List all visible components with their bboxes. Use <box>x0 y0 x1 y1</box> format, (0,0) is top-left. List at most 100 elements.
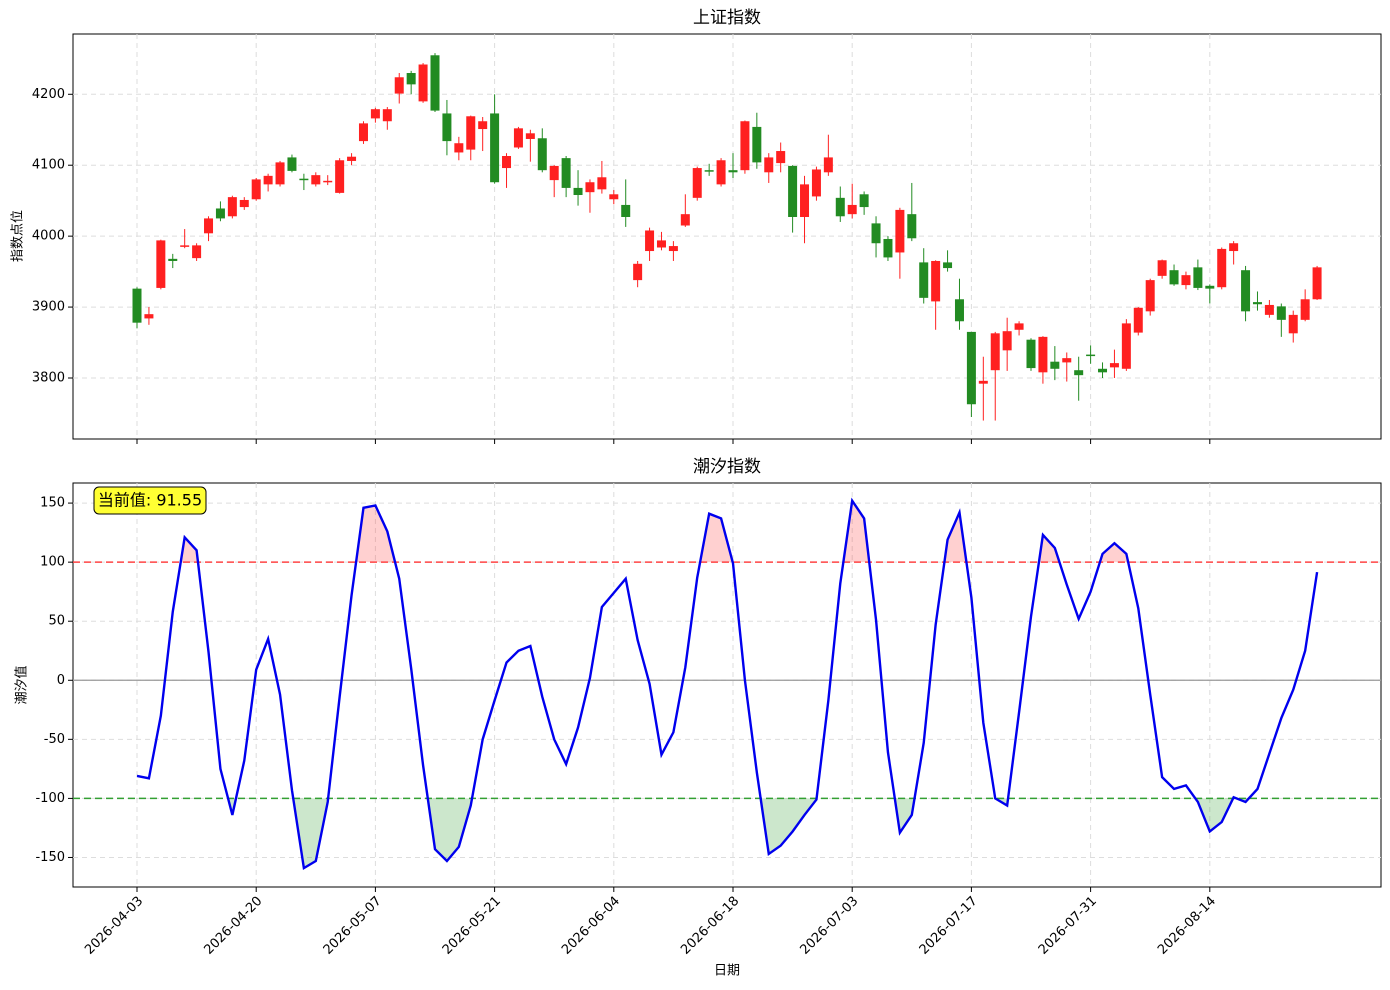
annotation: 当前值: 91.55 <box>98 491 202 510</box>
top-y-label: 指数点位 <box>11 210 26 262</box>
candle-body <box>466 116 476 150</box>
candle-body <box>895 209 905 253</box>
y-tick-label: 4000 <box>32 229 65 244</box>
candle-body <box>561 158 571 188</box>
y-tick-label: 100 <box>40 555 65 570</box>
x-tick-label: 2026-04-20 <box>201 894 265 958</box>
candle-body <box>263 175 273 185</box>
candle-body <box>239 199 249 208</box>
candle-body <box>287 157 297 171</box>
y-tick-label: 4200 <box>32 87 65 102</box>
candle-body <box>573 187 583 196</box>
candle-body <box>823 157 833 173</box>
candle-body <box>621 204 631 217</box>
candle-body <box>764 157 774 173</box>
candle-body <box>478 121 488 130</box>
x-tick-label: 2026-08-14 <box>1155 894 1219 958</box>
candle-body <box>919 262 929 298</box>
candle-body <box>323 180 333 183</box>
candle-body <box>1205 285 1215 289</box>
x-label: 日期 <box>714 964 740 979</box>
candle-body <box>537 138 547 171</box>
y-tick-label: -50 <box>44 732 65 747</box>
candle-body <box>859 194 869 208</box>
candle-body <box>1086 354 1096 357</box>
candle-body <box>156 240 166 288</box>
candle-body <box>454 143 464 153</box>
candle-body <box>800 184 810 217</box>
candle-body <box>1002 331 1012 351</box>
candle-body <box>907 214 917 239</box>
bottom-axes-frame <box>72 482 1382 888</box>
x-tick-label: 2026-04-03 <box>82 894 146 958</box>
candle-body <box>168 258 178 261</box>
candle-body <box>513 128 523 148</box>
candle-body <box>728 170 738 173</box>
bottom-y-label: 潮汐值 <box>14 665 30 704</box>
candle-body <box>1229 243 1239 252</box>
candle-body <box>788 165 798 217</box>
y-tick-label: 3800 <box>32 371 65 386</box>
threshold-fill <box>1195 798 1234 832</box>
tide-line <box>136 497 1319 871</box>
candle-body <box>704 170 714 172</box>
candle-body <box>311 175 321 185</box>
candle-body <box>835 197 845 217</box>
annotation-box <box>93 486 207 515</box>
threshold-fill <box>843 500 870 563</box>
candle-body <box>215 208 225 219</box>
candle-body <box>978 380 988 384</box>
top-title: 上证指数 <box>693 8 761 28</box>
candle-body <box>954 299 964 322</box>
candle-body <box>609 194 619 200</box>
candle-body <box>1169 270 1179 285</box>
candle-body <box>990 333 1000 371</box>
plot-area: 3800 3900 4000 4100 4200 <box>32 34 1381 444</box>
candle-body <box>418 64 428 102</box>
candle-body <box>299 178 309 181</box>
candle-body <box>490 113 500 183</box>
candle-body <box>871 223 881 244</box>
candle-body <box>1288 314 1298 334</box>
candle-body <box>1133 307 1143 333</box>
y-tick-label: 0 <box>57 673 65 688</box>
candle-body <box>1098 368 1108 373</box>
threshold-fill <box>700 513 733 563</box>
candle-body <box>943 262 953 269</box>
threshold-fill <box>356 505 396 563</box>
candle-body <box>525 133 535 139</box>
candle-body <box>1121 323 1131 369</box>
candle-body <box>382 109 392 122</box>
candle-body <box>656 240 666 248</box>
candle-body <box>1264 304 1274 315</box>
candle-body <box>180 245 190 247</box>
bottom-title: 潮汐指数 <box>693 457 761 477</box>
candle-body <box>811 169 821 197</box>
threshold-fill <box>1099 543 1129 563</box>
candle-body <box>335 160 345 193</box>
threshold-fill <box>1038 534 1060 563</box>
candle-body <box>132 288 142 323</box>
threshold-fill <box>180 537 198 563</box>
candle-body <box>1014 323 1024 330</box>
candle-body <box>549 165 559 181</box>
candle-body <box>275 162 285 185</box>
candle-body <box>1181 275 1191 286</box>
candle-body <box>585 182 595 193</box>
candle-body <box>1109 363 1119 368</box>
candle-body <box>394 77 404 94</box>
candle-body <box>1300 299 1310 320</box>
candle-body <box>668 246 678 252</box>
candle-body <box>370 109 380 119</box>
candle-body <box>144 314 154 319</box>
candle-body <box>227 197 237 217</box>
candle-body <box>442 113 452 142</box>
x-tick-label: 2026-07-17 <box>917 894 981 958</box>
x-tick-label: 2026-06-18 <box>678 894 742 958</box>
y-tick-label: 150 <box>40 496 65 511</box>
candle-body <box>1145 280 1155 312</box>
candle-body <box>645 230 655 252</box>
candle-body <box>1312 267 1322 300</box>
candle-body <box>680 214 690 226</box>
